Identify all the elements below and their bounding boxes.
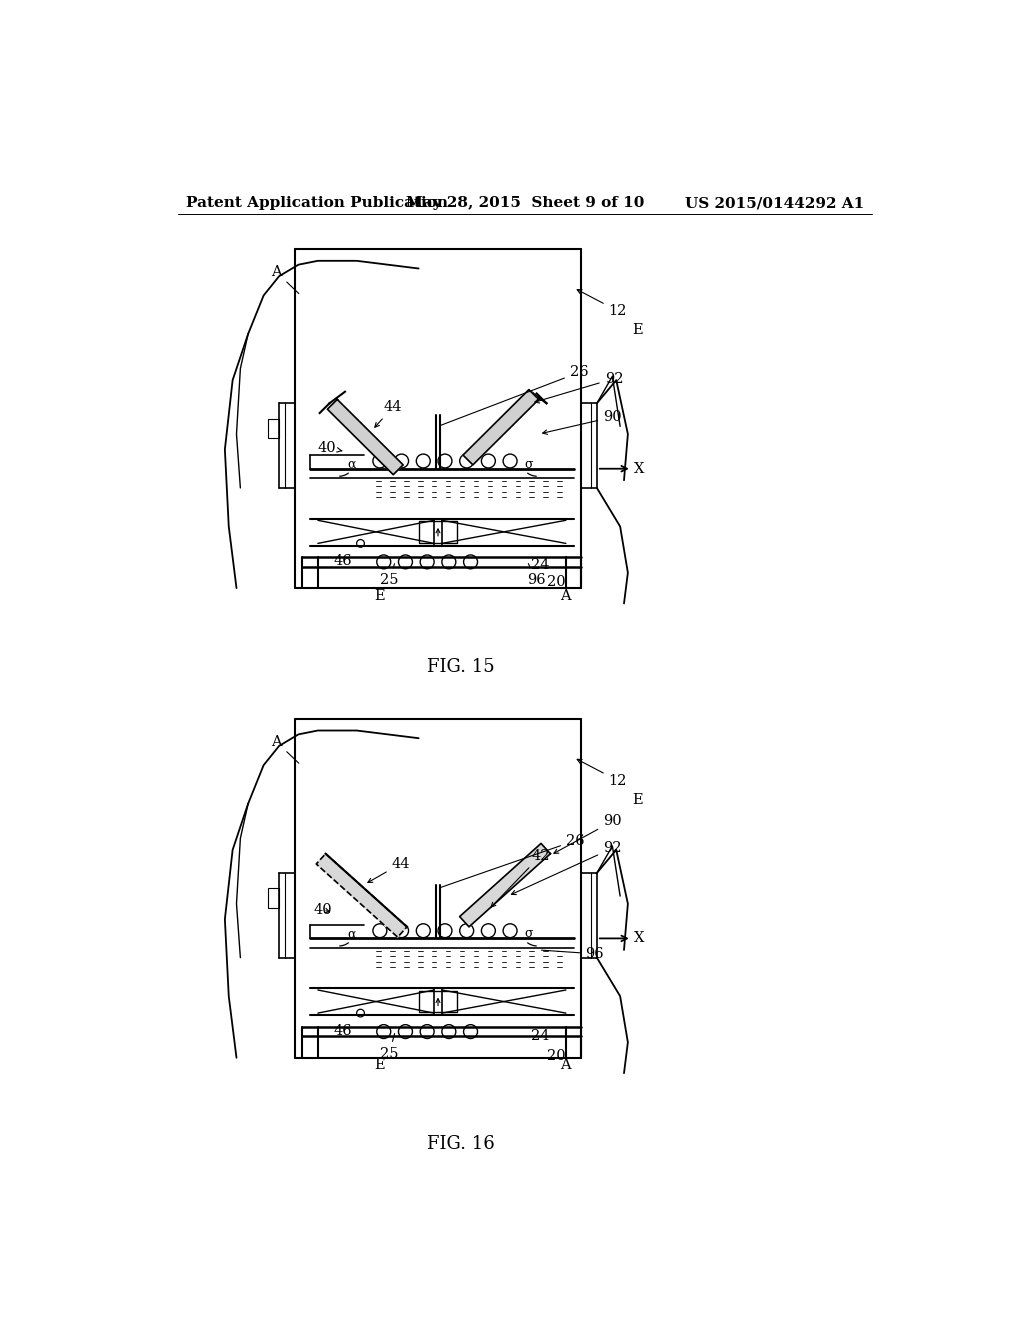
Text: 96: 96 (527, 564, 546, 587)
Text: A: A (271, 265, 299, 293)
Text: 44: 44 (375, 400, 402, 428)
Text: 44: 44 (368, 857, 410, 883)
Text: α: α (347, 458, 355, 471)
Text: E: E (632, 323, 642, 337)
Text: 24: 24 (531, 1030, 550, 1043)
Text: 20: 20 (547, 576, 565, 589)
Text: Patent Application Publication: Patent Application Publication (186, 197, 449, 210)
Text: 90: 90 (543, 411, 622, 434)
Text: 40: 40 (314, 903, 333, 917)
Text: 90: 90 (554, 814, 622, 853)
Text: E: E (375, 589, 385, 603)
Text: 12: 12 (578, 289, 627, 318)
Text: 20: 20 (547, 1049, 565, 1063)
Text: 25: 25 (380, 564, 398, 587)
Polygon shape (316, 854, 407, 937)
Polygon shape (463, 389, 539, 465)
Bar (419, 991, 458, 1012)
Text: 12: 12 (578, 759, 627, 788)
Text: 92: 92 (535, 372, 624, 403)
Bar (267, 888, 280, 908)
Text: σ: σ (524, 458, 534, 471)
Text: α: α (347, 927, 355, 940)
Text: X: X (634, 932, 644, 945)
Text: E: E (632, 793, 642, 807)
Text: 26: 26 (440, 366, 589, 425)
Text: 40: 40 (317, 441, 342, 455)
Text: 25: 25 (380, 1034, 398, 1061)
Text: 42: 42 (492, 849, 550, 907)
Text: May 28, 2015  Sheet 9 of 10: May 28, 2015 Sheet 9 of 10 (406, 197, 644, 210)
Text: 92: 92 (511, 841, 622, 895)
Text: A: A (560, 1059, 571, 1072)
Text: FIG. 15: FIG. 15 (427, 657, 495, 676)
Text: 46: 46 (334, 1024, 352, 1038)
Bar (419, 521, 458, 543)
Polygon shape (460, 843, 550, 927)
Text: FIG. 16: FIG. 16 (427, 1135, 496, 1152)
Text: 46: 46 (334, 554, 352, 568)
Text: E: E (375, 1059, 385, 1072)
Bar (267, 418, 280, 438)
Text: US 2015/0144292 A1: US 2015/0144292 A1 (685, 197, 864, 210)
Text: A: A (560, 589, 571, 603)
Text: X: X (634, 462, 644, 475)
Text: 26: 26 (440, 834, 585, 887)
Text: 96: 96 (542, 946, 604, 961)
Text: 24: 24 (531, 558, 550, 572)
Text: σ: σ (524, 927, 534, 940)
Text: A: A (271, 735, 299, 763)
Polygon shape (328, 400, 403, 475)
